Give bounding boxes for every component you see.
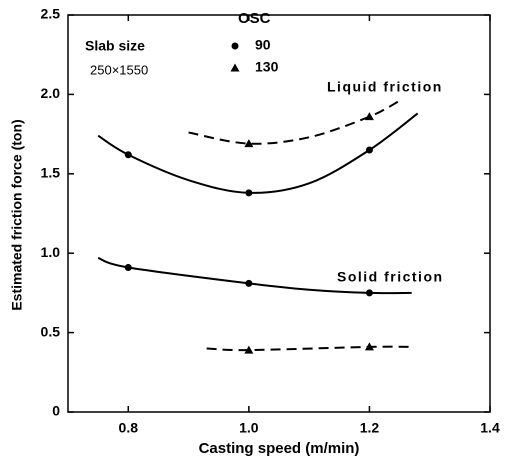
data-point — [124, 151, 132, 159]
plot-frame — [67, 14, 491, 413]
legend-label: 90 — [255, 37, 271, 53]
y-tick-label: 2.0 — [41, 85, 61, 101]
data-point — [365, 289, 373, 297]
x-tick-label: 0.8 — [119, 420, 139, 436]
fit-curve — [206, 345, 412, 352]
annotation: Liquid friction — [327, 79, 443, 95]
legend-label: 130 — [255, 59, 279, 75]
annotation: Slab size — [85, 38, 145, 54]
legend-marker — [231, 42, 239, 50]
fit-curve — [188, 99, 401, 145]
x-tick-label: 1.2 — [360, 420, 380, 436]
legend-title: OSC — [238, 10, 271, 27]
data-point — [365, 146, 373, 154]
x-tick-label: 1.4 — [480, 420, 500, 436]
annotation: Solid friction — [337, 269, 444, 285]
y-tick-label: 2.5 — [41, 6, 61, 22]
data-point — [245, 279, 253, 287]
annotation: 250×1550 — [90, 62, 148, 77]
y-tick-label: 1.5 — [41, 165, 61, 181]
y-tick-label: 1.0 — [41, 244, 61, 260]
data-point — [245, 189, 253, 197]
data-point — [244, 345, 254, 354]
legend-marker — [230, 63, 240, 72]
data-point — [244, 139, 254, 148]
y-tick-label: 0 — [52, 403, 60, 419]
data-point — [364, 342, 374, 351]
x-axis-label: Casting speed (m/min) — [199, 440, 360, 457]
data-point — [124, 263, 132, 271]
y-tick-label: 0.5 — [41, 323, 61, 339]
data-point — [364, 112, 374, 121]
x-tick-label: 1.0 — [239, 420, 259, 436]
y-axis-label: Estimated friction force (ton) — [9, 119, 25, 310]
